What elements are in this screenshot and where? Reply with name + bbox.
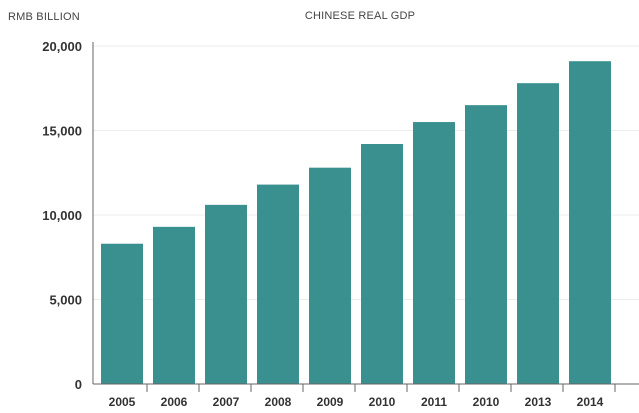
- bar: [205, 204, 247, 384]
- bar: [517, 83, 559, 385]
- y-tick-label: 10,000: [42, 208, 82, 223]
- x-tick-label: 2009: [317, 395, 344, 409]
- y-tick-labels: 0 5,000 10,000 15,000 20,000: [42, 39, 82, 392]
- x-tick-label: 2011: [421, 395, 447, 409]
- bar: [309, 167, 351, 384]
- x-tick-label: 2008: [265, 395, 292, 409]
- bar: [569, 61, 611, 385]
- bar: [153, 226, 195, 384]
- y-tick-label: 5,000: [49, 293, 82, 308]
- chart-title: CHINESE REAL GDP: [305, 10, 415, 22]
- x-tick-label: 2005: [109, 395, 136, 409]
- y-tick-label: 0: [75, 377, 82, 392]
- bar: [361, 144, 403, 384]
- y-tick-label: 15,000: [42, 124, 82, 139]
- x-tick-label: 2006: [161, 395, 188, 409]
- bars-layer: [101, 61, 611, 385]
- bar: [413, 122, 455, 385]
- x-tick-label: 2013: [525, 395, 552, 409]
- x-tick-label: 2010: [473, 395, 500, 409]
- x-tick-labels: 2005 2006 2007 2008 2009 2010 2011 2010 2013 2014: [109, 384, 616, 409]
- bar: [101, 243, 143, 384]
- x-tick-label: 2007: [213, 395, 240, 409]
- y-tick-label: 20,000: [42, 39, 82, 54]
- bar: [465, 105, 507, 385]
- x-tick-label: 2010: [369, 395, 396, 409]
- x-tick-label: 2014: [577, 395, 604, 409]
- y-axis-unit-label: RMB BILLION: [8, 11, 80, 23]
- bar: [257, 184, 299, 384]
